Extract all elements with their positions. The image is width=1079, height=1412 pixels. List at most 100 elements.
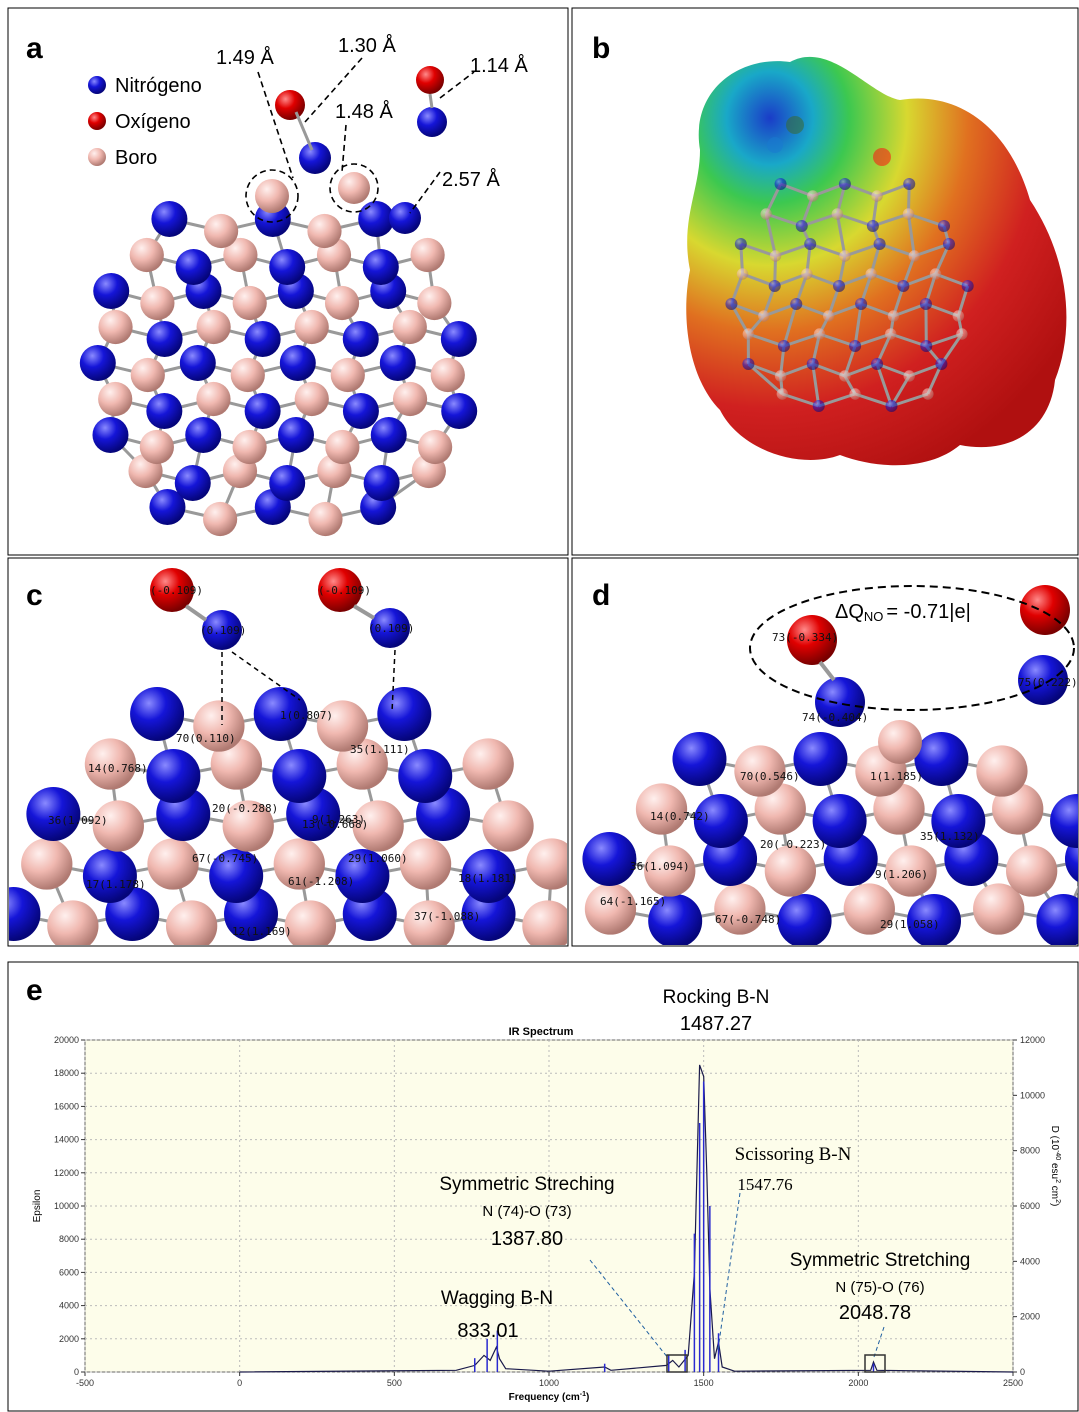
chart-title: IR Spectrum: [509, 1026, 574, 1038]
atom: [832, 208, 843, 219]
atom: [930, 268, 941, 279]
atom: [146, 749, 200, 803]
charge-label: (-0.109): [150, 584, 203, 597]
atom: [325, 430, 359, 464]
legend-label: Boro: [115, 147, 157, 169]
y2-axis-label-part: -40: [1054, 1150, 1061, 1160]
annotation-title: Wagging B-N: [441, 1288, 553, 1309]
atom: [98, 382, 132, 416]
charge-label: 64(-1.165): [600, 895, 666, 908]
charge-label: 29(1.060): [348, 852, 408, 865]
atom: [522, 900, 573, 951]
atom: [956, 328, 967, 339]
atom: [935, 358, 947, 370]
atom: [295, 382, 329, 416]
atom: [245, 321, 281, 357]
atom: [767, 137, 783, 153]
molecule-b: [686, 57, 1066, 465]
x-tick-label: 500: [387, 1378, 402, 1388]
atom: [909, 250, 920, 261]
atom: [801, 268, 812, 279]
atom: [725, 298, 737, 310]
y-tick-label: 0: [74, 1367, 79, 1377]
bond-length: 1.49 Å: [216, 46, 274, 69]
atom: [775, 370, 786, 381]
charge-label: 20(-0.223): [760, 838, 826, 851]
atom: [285, 900, 336, 951]
bond: [354, 606, 374, 618]
annotation-title: Rocking B-N: [663, 987, 770, 1008]
atom: [885, 400, 897, 412]
bond-length: 1.14 Å: [470, 54, 528, 77]
atom: [813, 400, 825, 412]
atom: [0, 887, 40, 941]
atom: [196, 382, 230, 416]
y-tick-label: 4000: [59, 1301, 79, 1311]
atom: [80, 345, 116, 381]
atom: [130, 238, 164, 272]
y2-tick-label: 0: [1020, 1367, 1025, 1377]
atom: [807, 190, 818, 201]
charge-label: 67(-0.745): [192, 852, 258, 865]
atom: [275, 90, 305, 120]
atom: [411, 238, 445, 272]
atom: [769, 280, 781, 292]
atom: [389, 202, 421, 234]
atom: [380, 345, 416, 381]
legend-swatch: [88, 76, 106, 94]
x-tick-label: 1500: [694, 1378, 714, 1388]
y2-axis-label: D (10-40 esu2 cm2): [1049, 1126, 1061, 1207]
molecule-c: (-0.109)(0.109)(-0.109)(0.109)70(0.110)1…: [0, 568, 577, 952]
atom: [363, 249, 399, 285]
atom: [823, 310, 834, 321]
charge-label: 70(0.546): [740, 770, 800, 783]
atom: [377, 687, 431, 741]
atom: [404, 900, 455, 951]
atom: [147, 838, 198, 889]
atom: [83, 849, 137, 903]
atom: [295, 310, 329, 344]
y-tick-label: 16000: [54, 1101, 79, 1111]
panel-label: a: [26, 32, 43, 65]
y2-tick-label: 4000: [1020, 1256, 1040, 1266]
x-tick-label: 0: [237, 1378, 242, 1388]
atom: [849, 388, 860, 399]
annotation-value: 833.01: [457, 1320, 518, 1342]
charge-label: (-0.109): [318, 584, 371, 597]
atom: [233, 430, 267, 464]
y-tick-label: 14000: [54, 1135, 79, 1145]
charge-label: 37(-1.088): [414, 910, 480, 923]
x-axis-label: Frequency (cm-1): [509, 1391, 590, 1403]
atom: [180, 345, 216, 381]
atom: [371, 417, 407, 453]
atom: [325, 286, 359, 320]
panel-label: c: [26, 579, 43, 612]
atom: [441, 321, 477, 357]
atom: [147, 321, 183, 357]
atom: [140, 430, 174, 464]
atom: [1020, 585, 1070, 635]
atom: [93, 273, 129, 309]
atom: [151, 201, 187, 237]
y-tick-label: 6000: [59, 1267, 79, 1277]
atom: [231, 358, 265, 392]
y2-axis-label-part: cm: [1049, 1183, 1060, 1199]
annotation-subtitle: N (74)-O (73): [482, 1203, 571, 1220]
atom: [269, 249, 305, 285]
atom: [203, 502, 237, 536]
atom: [758, 310, 769, 321]
atom: [878, 720, 922, 764]
y2-tick-label: 6000: [1020, 1201, 1040, 1211]
atom: [714, 883, 765, 934]
atom: [778, 894, 832, 948]
atom: [482, 800, 533, 851]
atom: [636, 783, 687, 834]
atom: [976, 745, 1027, 796]
charge-label: 73(-0.334): [772, 631, 838, 644]
atom: [839, 250, 850, 261]
y-tick-label: 2000: [59, 1334, 79, 1344]
y-tick-label: 10000: [54, 1201, 79, 1211]
charge-label: 74(-0.404): [802, 711, 868, 724]
atom: [920, 298, 932, 310]
atom: [140, 286, 174, 320]
